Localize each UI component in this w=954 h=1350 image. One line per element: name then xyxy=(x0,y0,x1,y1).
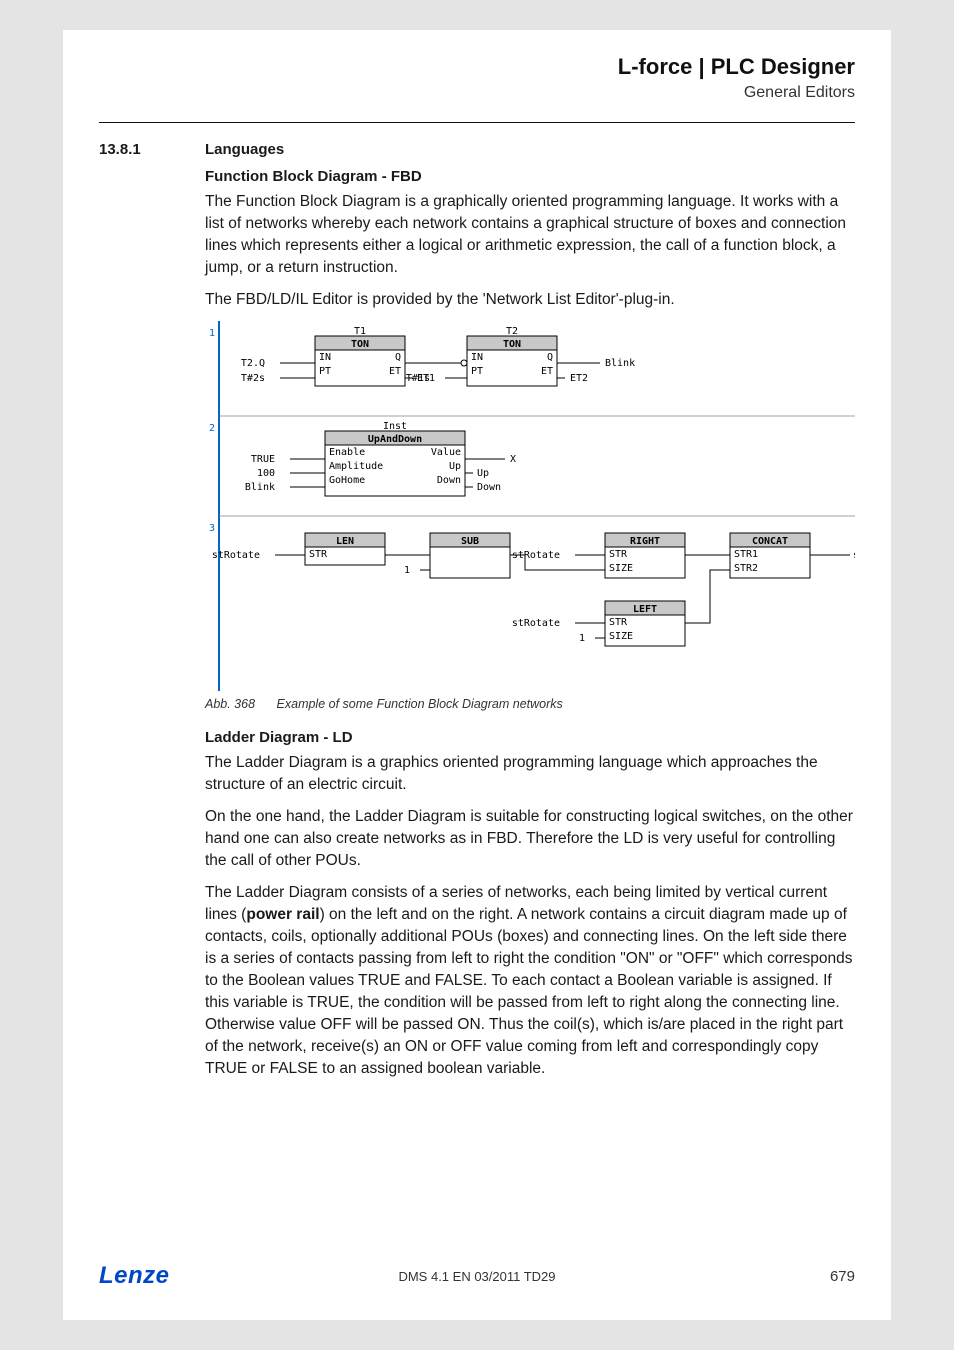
fbd-para2: The FBD/LD/IL Editor is provided by the … xyxy=(205,289,855,311)
section-title: Languages xyxy=(205,141,284,158)
svg-text:1: 1 xyxy=(579,633,585,644)
svg-text:stRotate: stRotate xyxy=(512,618,560,629)
footer-mid: DMS 4.1 EN 03/2011 TD29 xyxy=(99,1269,855,1284)
svg-text:SIZE: SIZE xyxy=(609,631,633,642)
figure-368: 1T1TONINQPTETT2TONINQPTETT2.QT#2sT#1sET1… xyxy=(205,321,855,691)
section-number: 13.8.1 xyxy=(99,141,205,158)
fbd-para1: The Function Block Diagram is a graphica… xyxy=(205,191,855,279)
svg-text:Inst: Inst xyxy=(383,421,407,432)
svg-text:100: 100 xyxy=(257,468,275,479)
svg-text:RIGHT: RIGHT xyxy=(630,536,660,547)
figure-caption: Abb. 368 Example of some Function Block … xyxy=(205,697,855,711)
svg-text:1: 1 xyxy=(209,328,215,339)
svg-text:2: 2 xyxy=(209,423,215,434)
svg-text:Blink: Blink xyxy=(605,358,635,369)
header-subtitle: General Editors xyxy=(99,84,855,102)
svg-text:ET: ET xyxy=(389,366,401,377)
ld-para1: The Ladder Diagram is a graphics oriente… xyxy=(205,752,855,796)
svg-text:T2.Q: T2.Q xyxy=(241,358,265,369)
svg-text:Down: Down xyxy=(437,475,461,486)
fbd-diagram-svg: 1T1TONINQPTETT2TONINQPTETT2.QT#2sT#1sET1… xyxy=(205,321,855,691)
svg-text:STR2: STR2 xyxy=(734,563,758,574)
svg-text:Up: Up xyxy=(477,468,489,479)
svg-text:T#2s: T#2s xyxy=(241,373,265,384)
ld-heading: Ladder Diagram - LD xyxy=(205,729,855,746)
svg-text:STR: STR xyxy=(609,617,628,628)
svg-text:PT: PT xyxy=(319,366,331,377)
svg-text:TON: TON xyxy=(351,339,369,350)
ld-para3-post: ) on the left and on the right. A networ… xyxy=(205,906,852,1077)
svg-text:Blink: Blink xyxy=(245,482,275,493)
svg-text:IN: IN xyxy=(471,352,483,363)
svg-text:Enable: Enable xyxy=(329,447,365,458)
svg-text:3: 3 xyxy=(209,523,215,534)
svg-text:TON: TON xyxy=(503,339,521,350)
svg-text:T1: T1 xyxy=(354,326,366,337)
footer: Lenze DMS 4.1 EN 03/2011 TD29 679 xyxy=(99,1262,855,1290)
svg-text:STR1: STR1 xyxy=(734,549,758,560)
svg-text:stRotate: stRotate xyxy=(212,550,260,561)
caption-text: Example of some Function Block Diagram n… xyxy=(277,697,563,711)
svg-text:STR: STR xyxy=(609,549,628,560)
caption-label: Abb. 368 xyxy=(205,697,255,711)
body-column: Function Block Diagram - FBD The Functio… xyxy=(205,168,855,1080)
svg-text:Q: Q xyxy=(395,352,401,363)
svg-text:CONCAT: CONCAT xyxy=(752,536,788,547)
svg-text:ET: ET xyxy=(541,366,553,377)
svg-text:SIZE: SIZE xyxy=(609,563,633,574)
section-heading-row: 13.8.1 Languages xyxy=(99,141,855,158)
ld-para3-bold: power rail xyxy=(246,906,319,923)
svg-text:Amplitude: Amplitude xyxy=(329,461,383,472)
svg-text:SUB: SUB xyxy=(461,536,479,547)
svg-text:GoHome: GoHome xyxy=(329,475,365,486)
page: L-force | PLC Designer General Editors 1… xyxy=(63,30,891,1320)
svg-text:stRotate: stRotate xyxy=(512,550,560,561)
svg-text:PT: PT xyxy=(471,366,483,377)
svg-text:LEFT: LEFT xyxy=(633,604,657,615)
svg-text:ET1: ET1 xyxy=(417,373,435,384)
svg-text:TRUE: TRUE xyxy=(251,454,275,465)
fbd-heading: Function Block Diagram - FBD xyxy=(205,168,855,185)
svg-text:STR: STR xyxy=(309,549,328,560)
svg-text:IN: IN xyxy=(319,352,331,363)
svg-text:LEN: LEN xyxy=(336,536,354,547)
svg-text:Down: Down xyxy=(477,482,501,493)
svg-text:X: X xyxy=(510,454,516,465)
svg-text:T2: T2 xyxy=(506,326,518,337)
svg-text:stRotate: stRotate xyxy=(853,550,855,561)
svg-text:Up: Up xyxy=(449,461,461,472)
svg-text:UpAndDown: UpAndDown xyxy=(368,434,422,445)
ld-para2: On the one hand, the Ladder Diagram is s… xyxy=(205,806,855,872)
ld-para3: The Ladder Diagram consists of a series … xyxy=(205,882,855,1080)
svg-text:Value: Value xyxy=(431,447,461,458)
svg-text:1: 1 xyxy=(404,565,410,576)
svg-text:ET2: ET2 xyxy=(570,373,588,384)
svg-text:Q: Q xyxy=(547,352,553,363)
content: 13.8.1 Languages Function Block Diagram … xyxy=(63,123,891,1080)
header: L-force | PLC Designer General Editors xyxy=(63,30,891,116)
header-title: L-force | PLC Designer xyxy=(99,54,855,80)
